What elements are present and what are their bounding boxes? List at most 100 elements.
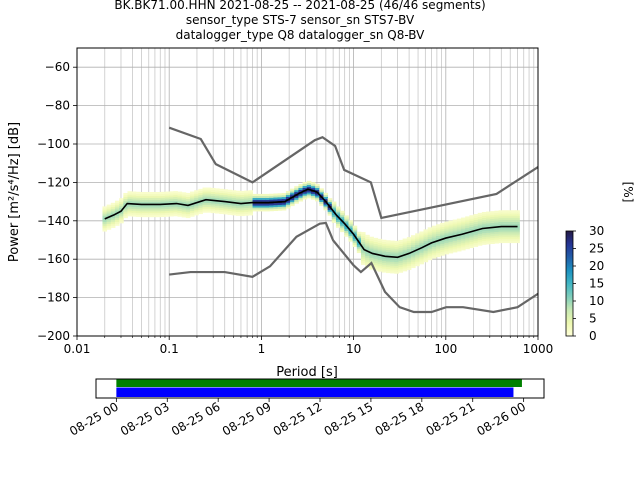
histogram-cell [202, 195, 208, 198]
histogram-cell [511, 240, 516, 244]
histogram-cell [306, 184, 312, 187]
colorbar-ticks: 0 5 10 15 20 25 30 [573, 224, 604, 343]
histogram-cell [181, 207, 187, 210]
histogram-cell [235, 192, 241, 195]
histogram-cell [411, 258, 416, 261]
histogram-cell [415, 256, 420, 259]
histogram-cell [123, 198, 128, 201]
histogram-cell [502, 240, 508, 244]
histogram-cell [148, 199, 153, 202]
histogram-cell [348, 233, 354, 236]
histogram-cell [473, 215, 479, 219]
histogram-cell [319, 190, 324, 193]
histogram-cell [360, 232, 366, 235]
histogram-cell [227, 210, 233, 213]
histogram-cell [219, 198, 224, 201]
histogram-cell [302, 195, 308, 198]
histogram-cell [135, 212, 141, 216]
histogram-cell [360, 249, 366, 252]
histogram-cell [515, 210, 520, 213]
histogram-cell [160, 193, 166, 196]
histogram-cell [490, 214, 495, 218]
histogram-cell [177, 208, 183, 211]
histogram-cell [398, 247, 404, 250]
histogram-cell [411, 237, 416, 240]
histogram-cell [281, 202, 287, 205]
histogram-cell [102, 227, 108, 230]
histogram-cell [190, 193, 195, 196]
histogram-cell [260, 193, 266, 197]
histogram-cell [169, 210, 174, 213]
histogram-cell [319, 201, 324, 204]
histogram-cell [469, 217, 474, 220]
histogram-cell [415, 237, 420, 240]
histogram-cell [206, 210, 212, 213]
histogram-cell [381, 260, 387, 264]
histogram-cell [444, 234, 449, 238]
histogram-cell [102, 216, 108, 219]
histogram-cell [219, 211, 224, 214]
histogram-cell [365, 263, 370, 266]
histogram-cell [198, 192, 203, 195]
histogram-cell [431, 235, 437, 238]
histogram-cell [173, 204, 178, 207]
histogram-cell [102, 217, 108, 221]
histogram-cell [231, 195, 237, 199]
histogram-cell [481, 211, 487, 215]
histogram-cell [431, 233, 437, 236]
histogram-cell [477, 232, 483, 235]
histogram-cell [231, 209, 237, 212]
histogram-cell [348, 239, 354, 242]
histogram-cell [465, 235, 470, 238]
histogram-cell [469, 245, 474, 249]
histogram-cell [277, 199, 283, 202]
histogram-cell [440, 245, 445, 249]
histogram-cell [423, 248, 429, 251]
histogram-cell [440, 236, 445, 239]
histogram-cell [310, 187, 316, 191]
histogram-cell [144, 207, 149, 210]
histogram-cell [377, 263, 383, 266]
histogram-cell [456, 226, 462, 229]
histogram-cell [506, 240, 512, 244]
histogram-cell [427, 248, 433, 251]
histogram-cell [285, 204, 291, 207]
histogram-cell [419, 237, 424, 240]
histogram-cell [302, 181, 308, 185]
histogram-cell [419, 231, 424, 234]
histogram-cell [356, 247, 362, 250]
histogram-cell [335, 214, 341, 217]
histogram-cell [469, 222, 474, 226]
histogram-cell [360, 241, 366, 244]
histogram-cell [315, 189, 320, 192]
histogram-cell [490, 213, 495, 216]
histogram-cell [164, 212, 170, 215]
histogram-cell [481, 225, 487, 228]
histogram-cell [511, 237, 516, 240]
histogram-cell [269, 209, 274, 212]
histogram-cell [427, 231, 433, 234]
histogram-cell [515, 240, 520, 244]
histogram-cell [494, 237, 499, 240]
histogram-cell [285, 206, 291, 209]
histogram-cell [331, 215, 337, 218]
histogram-cell [227, 205, 233, 208]
histogram-cell [319, 188, 324, 191]
histogram-cell [139, 201, 145, 204]
histogram-cell [365, 248, 370, 251]
histogram-cell [265, 203, 270, 206]
histogram-cell [394, 252, 399, 255]
histogram-cell [456, 247, 462, 250]
histogram-cell [486, 238, 491, 241]
histogram-cell [210, 203, 216, 206]
histogram-cell [235, 209, 241, 213]
histogram-cell [173, 198, 178, 201]
histogram-cell [240, 194, 245, 197]
histogram-cell [444, 244, 449, 247]
histogram-cell [423, 229, 429, 232]
histogram-cell [206, 195, 212, 198]
histogram-cell [190, 197, 195, 200]
histogram-cell [290, 198, 295, 201]
histogram-cell [260, 209, 266, 212]
histogram-cell [202, 208, 208, 211]
